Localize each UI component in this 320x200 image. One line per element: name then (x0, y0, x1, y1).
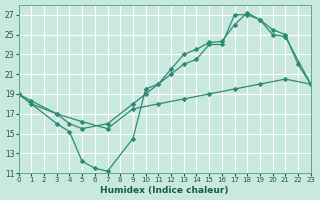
X-axis label: Humidex (Indice chaleur): Humidex (Indice chaleur) (100, 186, 229, 195)
